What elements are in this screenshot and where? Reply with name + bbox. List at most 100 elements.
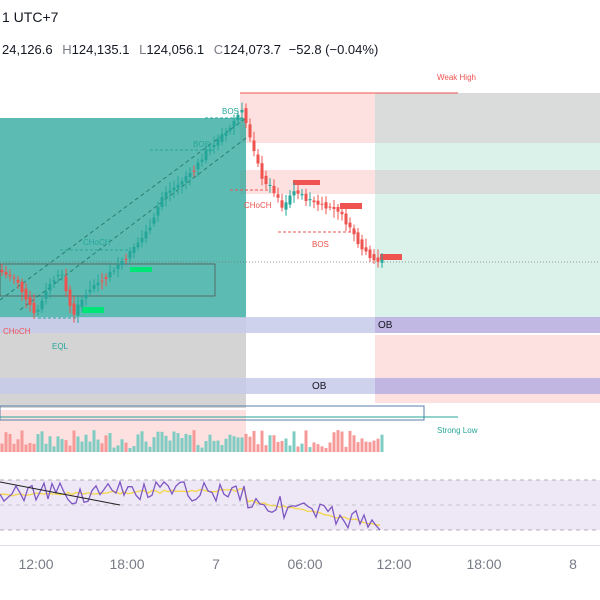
volume-bar [76,436,80,452]
close-value: 124,073.7 [223,42,282,57]
bos-label-2: BOS [193,140,210,149]
candle [368,249,372,259]
volume-bar [172,431,176,452]
candle [108,272,112,278]
candle [172,187,176,191]
candle [92,285,96,289]
volume-bar [204,440,208,452]
candle [252,140,256,152]
candle [340,211,344,215]
candle [372,254,376,261]
candle [220,134,224,142]
rsi-trendline [0,481,121,506]
bos-label-down: BOS [312,240,329,249]
volume-bar [176,433,180,452]
volume-bar [80,441,84,452]
consolidation-box [0,263,216,297]
ob-lower-right [375,378,600,394]
candle [304,193,308,201]
volume-bar [224,438,228,452]
volume-bar [152,437,156,452]
price-chart[interactable]: Weak High Strong Low BOS BOS CHoCH BOS C… [0,0,600,545]
volume-bar [132,446,136,452]
volume-bar [140,431,144,452]
time-axis-border [0,545,600,546]
bos-label-1: BOS [222,107,239,116]
volume-bar [304,430,308,452]
volume-bar [156,431,160,452]
timezone-label: 1 UTC+7 [2,9,59,25]
volume-bar [252,430,256,452]
candle [308,199,312,201]
choch-label-down: CHoCH [244,201,272,210]
volume-bar [236,437,240,452]
change-value: −52.8 (−0.04%) [288,42,379,57]
close-key: C [213,42,224,57]
volume-bar [136,434,140,452]
candle [208,149,212,152]
volume-bar [12,443,16,452]
candle [120,261,124,265]
volume-bar [196,444,200,452]
demand-marker-1 [130,267,152,272]
volume-bar [332,432,336,452]
candle [156,206,160,216]
volume-bar [312,442,316,452]
candle [348,222,352,228]
volume-bar [292,431,296,452]
volume-bar [180,438,184,452]
candle [132,246,136,254]
candle [356,232,360,245]
candle [376,257,380,262]
candle [288,195,292,205]
candle [272,185,276,194]
candles-layer [0,102,384,323]
candle [228,127,232,132]
volume-bar [128,447,132,452]
choch-label-left: CHoCH [3,327,31,336]
candle [320,203,324,205]
candle [116,264,120,270]
candle [284,202,288,210]
candle [312,200,316,203]
volume-bar [220,445,224,452]
candle [136,242,140,248]
ob-upper-right [375,317,600,333]
volume-bar [144,441,148,452]
candle [276,194,280,198]
labels-layer: Weak High Strong Low BOS BOS CHoCH BOS C… [3,73,478,435]
volume-bar [260,430,264,452]
volume-bar [88,441,92,452]
premium-top-band [375,93,600,143]
candle [36,309,40,312]
volume-bar [380,434,384,452]
volume-bar [336,430,340,452]
trendline-1 [0,117,247,301]
volume-bar [356,442,360,452]
candle [244,108,248,124]
candle [364,247,368,252]
volume-bar [160,431,164,452]
candle [280,200,284,208]
ob-label-upper: OB [378,320,393,331]
ohlc-legend: 24,126.6 H124,135.1 L124,056.1 C124,073.… [2,42,378,57]
high-key: H [62,42,72,57]
volume-bar [100,443,104,452]
demand-marker-2 [82,307,104,313]
candle [112,270,116,272]
low-value: 124,056.1 [146,42,205,57]
volume-bar [68,445,72,452]
candle [140,237,144,243]
supply-marker-1 [293,180,320,185]
volume-bar [148,446,152,452]
strong-low-box [0,405,425,421]
candle [204,150,208,161]
candle [240,109,244,113]
time-tick-7: 8 [569,556,577,572]
volume-bar [64,440,68,452]
candle [212,144,216,148]
volume-bar [324,447,328,452]
time-tick-1: 12:00 [18,556,54,572]
volume-bar [48,436,52,452]
volume-bar [280,440,284,452]
